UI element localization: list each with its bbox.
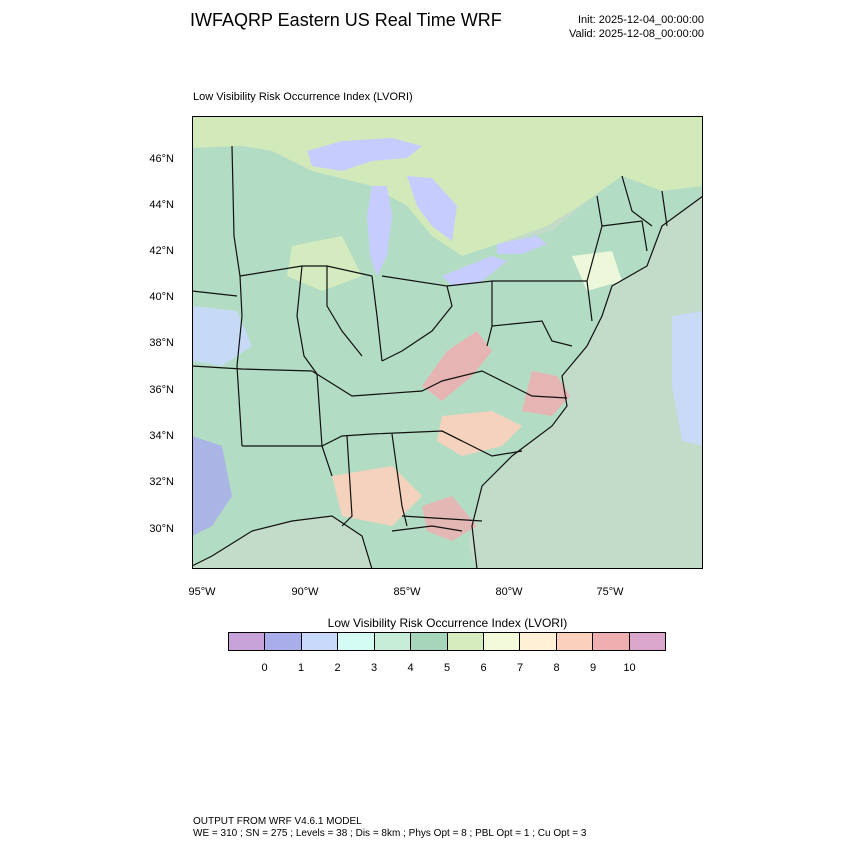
lake-ontario <box>497 236 547 254</box>
lon-label-80: 80°W <box>495 586 523 598</box>
colorbar-swatch <box>447 633 484 650</box>
lat-label-30: 30°N <box>149 523 174 535</box>
lon-label-75: 75°W <box>596 586 624 598</box>
lake-superior <box>307 138 422 171</box>
colorbar-title: Low Visibility Risk Occurrence Index (LV… <box>327 616 568 630</box>
colorbar-tick-label: 2 <box>334 662 341 674</box>
colorbar-tick-label: 4 <box>407 662 414 674</box>
colorbar-swatch <box>338 633 375 650</box>
risk-patch-alabama <box>332 466 422 526</box>
init-time: Init: 2025-12-04_00:00:00 <box>578 14 704 26</box>
model-info: OUTPUT FROM WRF V4.6.1 MODEL WE = 310 ; … <box>193 816 586 840</box>
colorbar-tick-label: 6 <box>480 662 487 674</box>
risk-patch-carolinas <box>437 411 522 456</box>
model-config-line: WE = 310 ; SN = 275 ; Levels = 38 ; Dis … <box>193 828 587 839</box>
colorbar-tick-label: 3 <box>370 662 378 674</box>
coastlines <box>192 195 703 569</box>
lat-label-44: 44°N <box>149 199 174 211</box>
lake-huron <box>407 176 457 241</box>
low-risk-patch-texas <box>192 436 232 536</box>
colorbar-swatch <box>629 633 666 650</box>
lake-erie <box>442 256 507 286</box>
colorbar-tick-label: 1 <box>297 662 305 674</box>
model-output-line: OUTPUT FROM WRF V4.6.1 MODEL <box>193 816 362 827</box>
colorbar-tick-label: 8 <box>553 662 560 674</box>
lon-label-95: 95°W <box>188 586 216 598</box>
lat-label-40: 40°N <box>149 291 174 303</box>
lat-label-38: 38°N <box>149 337 174 349</box>
colorbar-swatch <box>301 633 339 650</box>
colorbar-tick-label: 5 <box>443 662 451 674</box>
map-panel <box>192 116 703 569</box>
risk-patch-midwest <box>287 236 362 291</box>
colorbar <box>228 632 666 651</box>
colorbar-swatch <box>411 633 448 650</box>
risk-patch-virginia <box>522 371 570 416</box>
colorbar-swatch <box>593 633 630 650</box>
lat-label-42: 42°N <box>149 245 174 257</box>
time-info: Init: 2025-12-04_00:00:00 Valid: 2025-12… <box>569 13 704 41</box>
risk-patch-appalachia <box>422 331 492 401</box>
colorbar-swatch <box>520 633 557 650</box>
colorbar-tick-label: 10 <box>623 662 636 674</box>
colorbar-swatch <box>483 633 521 650</box>
low-risk-patch-plains <box>192 306 252 366</box>
colorbar-swatch <box>374 633 412 650</box>
colorbar-swatch <box>265 633 302 650</box>
map-title: IWFAQRP Eastern US Real Time WRF <box>190 10 502 30</box>
colorbar-tick-label: 7 <box>516 662 524 674</box>
colorbar-swatch <box>229 633 266 650</box>
colorbar-tick-label: 9 <box>589 662 597 674</box>
colorbar-tick-label: 0 <box>261 662 268 674</box>
gulf-of-mexico <box>192 516 372 569</box>
lat-label-36: 36°N <box>149 384 174 396</box>
map-frame <box>192 116 703 569</box>
low-risk-patch-atlantic <box>672 311 703 446</box>
lake-michigan <box>367 186 392 276</box>
lon-label-90: 90°W <box>291 586 319 598</box>
valid-time: Valid: 2025-12-08_00:00:00 <box>569 28 704 40</box>
plot-subtitle: Low Visibility Risk Occurrence Index (LV… <box>193 91 413 103</box>
map-canvas <box>192 116 703 569</box>
lon-label-85: 85°W <box>393 586 421 598</box>
lat-label-46: 46°N <box>149 153 174 165</box>
state-borders <box>192 145 668 527</box>
lat-label-32: 32°N <box>149 476 174 488</box>
colorbar-swatch <box>556 633 594 650</box>
lat-label-34: 34°N <box>149 430 174 442</box>
